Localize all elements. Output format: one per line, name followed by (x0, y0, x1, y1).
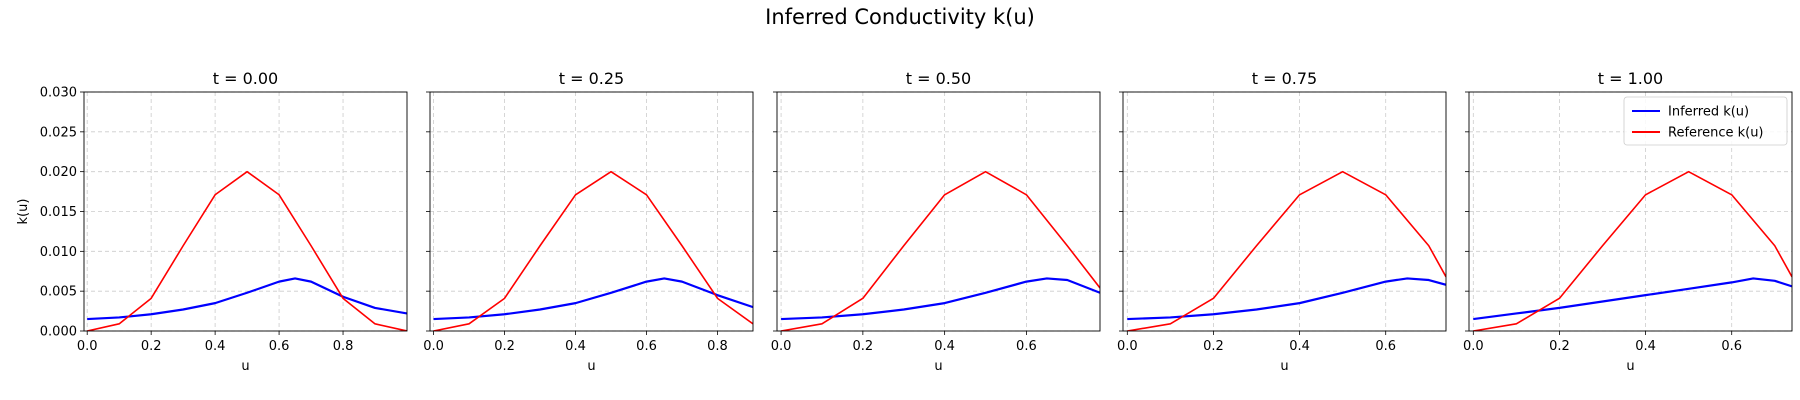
x-tick-label: 0.2 (1549, 339, 1570, 354)
legend-box (1623, 96, 1788, 146)
subplot-3: 0.0 0.2 0.4 0.6 t = 0.50 u (771, 69, 1101, 374)
subplot-title: t = 1.00 (1598, 69, 1663, 88)
x-tick-label: 0.8 (333, 339, 354, 354)
plot-frame (429, 91, 754, 332)
x-tick-label: 0.2 (1203, 339, 1224, 354)
y-tick-label: 0.005 (40, 285, 77, 300)
x-tick-label: 0.0 (1463, 339, 1484, 354)
x-axis-label: u (587, 359, 595, 374)
x-tick-label: 0.4 (565, 339, 586, 354)
legend-label: Inferred k(u) (1668, 105, 1749, 120)
plot-frame (1468, 91, 1793, 332)
x-tick-label: 0.0 (1117, 339, 1138, 354)
x-tick-label: 0.8 (707, 339, 728, 354)
reference-k-line (780, 170, 1100, 331)
subplot-1: 0.000 0.005 0.010 0.015 0.020 0.025 0.030 0.0 0.… (16, 69, 408, 374)
inferred-k-line (1473, 277, 1792, 321)
y-axis-label: k(u) (16, 199, 31, 225)
x-tick-label: 0.2 (494, 339, 515, 354)
x-tick-label: 0.0 (77, 339, 98, 354)
x-axis-label: u (241, 359, 249, 374)
x-tick-label: 0.6 (1721, 339, 1742, 354)
reference-k-line (87, 170, 407, 331)
subplot-title: t = 0.00 (213, 69, 278, 88)
inferred-k-line (781, 277, 1100, 321)
inferred-k-line (87, 277, 407, 321)
plot-frame (83, 91, 408, 332)
subplot-4: 0.0 0.2 0.4 0.6 t = 0.75 u (1117, 69, 1447, 374)
x-tick-label: 0.2 (141, 339, 162, 354)
y-tick-label: 0.000 (40, 325, 77, 340)
x-tick-label: 0.4 (1289, 339, 1310, 354)
x-tick-label: 0.6 (269, 339, 290, 354)
x-tick-label: 0.0 (771, 339, 792, 354)
subplot-2: 0.0 0.2 0.4 0.6 0.8 t = 0.25 u (423, 69, 754, 374)
y-tick-label: 0.015 (40, 205, 77, 220)
reference-k-line (433, 170, 753, 331)
reference-k-line (1473, 170, 1792, 331)
x-tick-label: 0.6 (1375, 339, 1396, 354)
subplot-title: t = 0.50 (906, 69, 971, 88)
x-tick-label: 0.4 (1635, 339, 1656, 354)
legend: Inferred k(u) Reference k(u) (1623, 96, 1788, 146)
x-tick-label: 0.0 (423, 339, 444, 354)
inferred-k-line (1127, 277, 1446, 321)
x-tick-label: 0.4 (934, 339, 955, 354)
inferred-k-line (433, 277, 753, 321)
x-axis-label: u (934, 359, 942, 374)
subplot-5: 0.0 0.2 0.4 0.6 t = 1.00 u Inferred k(u) Refere… (1463, 69, 1793, 374)
x-tick-label: 0.6 (1016, 339, 1037, 354)
y-tick-label: 0.010 (40, 245, 77, 260)
x-tick-label: 0.2 (853, 339, 874, 354)
reference-k-line (1127, 170, 1446, 331)
subplot-title: t = 0.25 (559, 69, 624, 88)
x-tick-label: 0.6 (636, 339, 657, 354)
plot-frame (776, 91, 1101, 332)
y-tick-label: 0.020 (40, 165, 77, 180)
y-tick-label: 0.030 (40, 86, 77, 101)
figure-title: Inferred Conductivity k(u) (765, 5, 1035, 29)
x-tick-label: 0.4 (205, 339, 226, 354)
x-axis-label: u (1280, 359, 1288, 374)
subplot-title: t = 0.75 (1252, 69, 1317, 88)
legend-label: Reference k(u) (1668, 126, 1764, 141)
x-axis-label: u (1626, 359, 1634, 374)
y-tick-label: 0.025 (40, 125, 77, 140)
plot-frame (1122, 91, 1447, 332)
